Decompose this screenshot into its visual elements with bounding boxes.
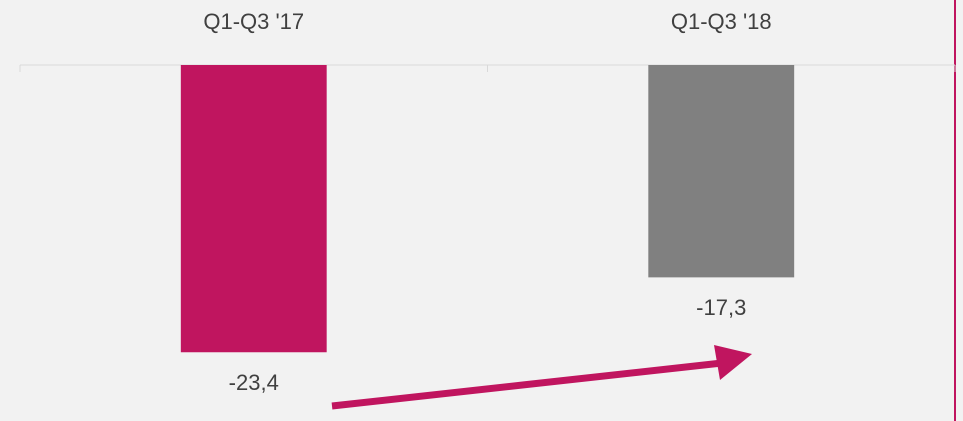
- bar: [648, 65, 795, 278]
- value-label: -17,3: [696, 295, 746, 320]
- arrow-head: [714, 345, 752, 380]
- value-label: -23,4: [229, 370, 279, 395]
- bar: [180, 65, 327, 353]
- category-label: Q1-Q3 '18: [671, 9, 772, 34]
- arrow-shaft: [331, 359, 723, 410]
- category-label: Q1-Q3 '17: [203, 9, 304, 34]
- trend-arrow: [331, 345, 752, 410]
